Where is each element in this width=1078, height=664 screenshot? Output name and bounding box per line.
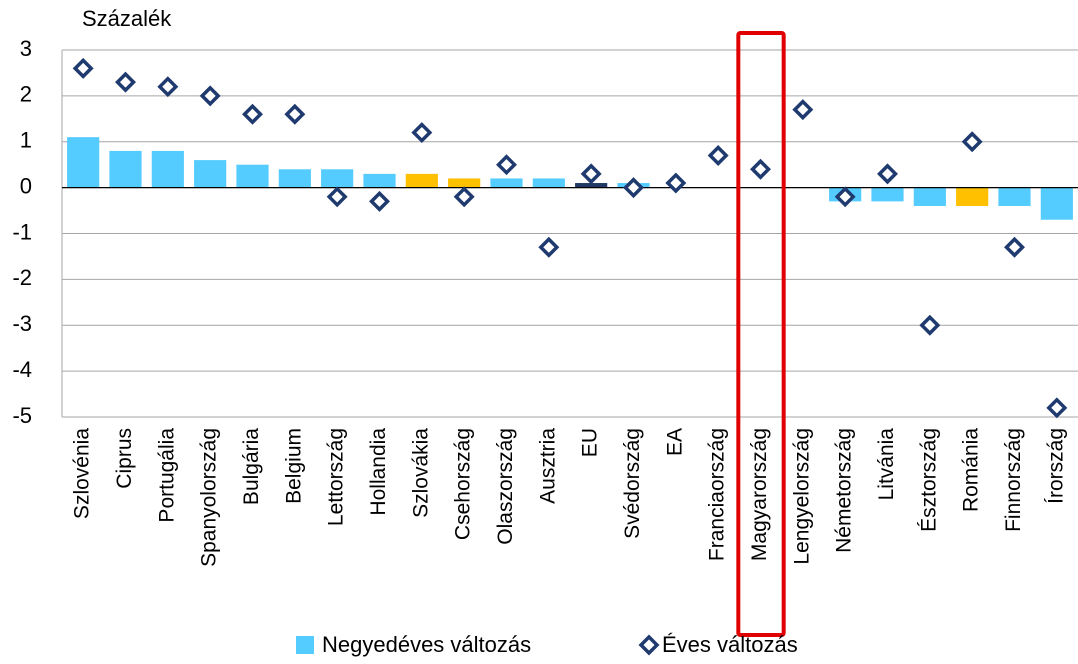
x-tick-label: Írország	[1044, 428, 1067, 504]
y-tick-label: -1	[12, 219, 32, 244]
x-tick-label: Finnország	[1002, 428, 1025, 532]
y-tick-label: -2	[12, 265, 32, 290]
y-tick-label: -5	[12, 403, 32, 428]
marker	[411, 122, 433, 144]
marker	[369, 190, 390, 212]
y-tick-label: -3	[12, 311, 32, 336]
marker	[242, 103, 263, 125]
highlight-frame	[736, 31, 786, 637]
x-tick-label: Hollandia	[367, 428, 390, 516]
x-tick-label: Bulgária	[240, 428, 263, 505]
x-tick-label: Spanyolország	[198, 428, 221, 567]
marker	[877, 163, 898, 185]
x-tick-label: Litvánia	[875, 428, 898, 501]
bar	[278, 169, 311, 188]
x-tick-label: Románia	[960, 428, 983, 512]
x-tick-label: Csehország	[452, 428, 475, 540]
legend-swatch	[638, 634, 660, 656]
bar	[490, 178, 523, 188]
bar	[575, 183, 608, 188]
bar	[448, 178, 481, 188]
bar	[532, 178, 565, 188]
y-tick-label: 0	[20, 173, 32, 198]
bar	[67, 137, 100, 188]
legend-label: Negyedéves változás	[322, 632, 531, 657]
legend-label: Éves változás	[662, 632, 798, 657]
legend-swatch	[296, 636, 314, 654]
marker	[496, 154, 517, 176]
y-axis-label: Százalék	[82, 6, 172, 31]
x-tick-label: Ciprus	[113, 428, 136, 489]
marker	[326, 186, 348, 208]
x-tick-label: Lettország	[325, 428, 348, 526]
bar	[998, 187, 1031, 206]
marker	[665, 172, 687, 194]
bar	[109, 150, 142, 188]
bar	[151, 150, 184, 188]
x-tick-label: EU	[579, 428, 602, 457]
y-tick-label: 2	[20, 82, 32, 107]
marker	[580, 163, 602, 185]
bar	[1040, 187, 1073, 220]
marker	[623, 177, 644, 199]
y-tick-label: -4	[12, 357, 32, 382]
marker	[1046, 397, 1068, 419]
x-tick-label: Lengyelország	[790, 428, 813, 565]
x-tick-label: EA	[663, 428, 686, 456]
marker	[157, 76, 179, 98]
x-tick-label: Svédország	[621, 428, 644, 539]
marker	[792, 99, 814, 121]
x-tick-label: Németország	[833, 428, 856, 553]
marker	[199, 85, 221, 107]
marker	[834, 186, 856, 208]
marker	[707, 145, 729, 166]
marker	[961, 131, 983, 153]
bar	[321, 169, 354, 188]
marker	[919, 314, 941, 336]
marker	[1004, 236, 1025, 258]
x-tick-label: Olaszország	[494, 428, 517, 545]
bar	[871, 187, 904, 202]
marker	[115, 71, 136, 93]
marker	[72, 57, 94, 79]
bar	[363, 173, 396, 188]
bar	[405, 173, 438, 188]
bar	[913, 187, 946, 206]
y-tick-label: 1	[20, 128, 32, 153]
marker	[453, 186, 475, 208]
bar	[194, 160, 227, 188]
x-tick-label: Portugália	[155, 428, 178, 523]
bar	[236, 164, 269, 188]
marker	[284, 103, 306, 125]
x-tick-label: Észtország	[917, 428, 940, 532]
x-tick-label: Szlovénia	[71, 428, 94, 519]
marker	[538, 236, 560, 258]
x-tick-label: Belgium	[282, 428, 305, 504]
x-tick-label: Franciaország	[706, 428, 729, 561]
x-tick-label: Magyarország	[748, 428, 771, 561]
x-tick-label: Szlovákia	[409, 428, 432, 518]
x-tick-label: Ausztria	[536, 428, 559, 504]
marker	[750, 158, 771, 180]
bar	[956, 187, 989, 206]
y-tick-label: 3	[20, 36, 32, 61]
